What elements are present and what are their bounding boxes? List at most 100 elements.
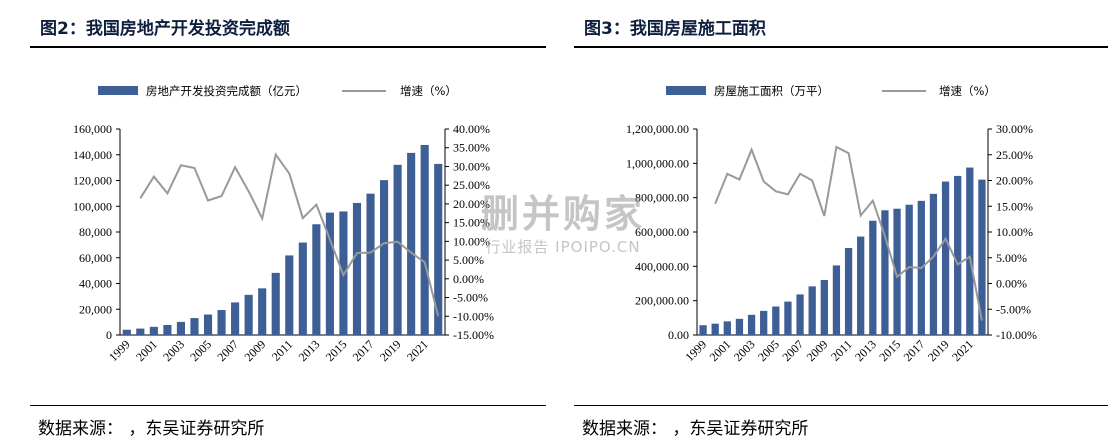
x-tick-label: 2011 <box>828 337 855 364</box>
y-left-tick-label: 100,000 <box>73 199 112 213</box>
panel-title: 图2：我国房地产开发投资完成额 <box>40 19 290 39</box>
y-left-tick-label: 120,000 <box>73 174 112 188</box>
x-tick-label: 2017 <box>350 337 377 364</box>
legend-line-label: 增速（%） <box>939 84 996 98</box>
x-tick-label: 2007 <box>214 337 241 364</box>
y-left-tick-label: 0 <box>106 328 112 342</box>
y-right-tick-label: -5.00% <box>996 302 1031 316</box>
source-note: 数据来源： ，东吴证券研究所 <box>38 419 265 439</box>
x-tick-label: 2005 <box>755 337 782 364</box>
bar-2002 <box>735 318 744 335</box>
bar-2003 <box>176 321 185 335</box>
bar-2021 <box>966 167 974 335</box>
bar-2017 <box>366 193 375 335</box>
legend-bar-label: 房地产开发投资完成额（亿元） <box>146 84 307 98</box>
x-tick-label: 2013 <box>852 337 879 364</box>
bar-2004 <box>760 310 768 335</box>
y-left-tick-label: 400,000.00 <box>635 259 689 273</box>
bar-2001 <box>149 326 158 335</box>
growth-line <box>139 152 440 317</box>
bar-2012 <box>298 242 307 335</box>
y-left-tick-label: 1,000,000.00 <box>626 156 689 170</box>
x-tick-label: 2007 <box>779 337 806 364</box>
bar-2004 <box>190 318 199 335</box>
bar-2000 <box>711 323 719 335</box>
bar-1999 <box>122 329 131 335</box>
y-right-tick-label: -15.00% <box>453 328 494 342</box>
bar-2019 <box>941 181 950 335</box>
bar-2010 <box>832 265 841 335</box>
title-rule <box>574 46 1108 48</box>
y-right-tick-label: 5.00% <box>453 253 484 267</box>
bar-2018 <box>929 193 938 335</box>
bar-2000 <box>136 328 145 335</box>
bar-2008 <box>808 286 816 335</box>
legend-line-label: 增速（%） <box>400 84 457 98</box>
x-tick-label: 2019 <box>925 337 952 364</box>
x-tick-label: 2009 <box>241 337 268 364</box>
bar-2021 <box>420 144 429 335</box>
x-tick-label: 2001 <box>707 337 734 364</box>
x-tick-label: 2021 <box>949 337 976 364</box>
bar-2005 <box>203 314 213 335</box>
investment-chart: 0 20,000 40,000 60,000 80,000 100,000 120,000 1… <box>73 84 494 364</box>
bar-2003 <box>747 314 756 335</box>
panel-title: 图3：我国房屋施工面积 <box>584 19 766 39</box>
bar-2007 <box>231 302 240 335</box>
watermark-line2: 行业报告 IPOIPO.CN <box>485 238 641 256</box>
y-left-tick-label: 40,000 <box>79 277 112 291</box>
bar-2013 <box>869 220 877 335</box>
y-right-tick-label: 10.00% <box>996 225 1033 239</box>
y-right-tick-label: -10.00% <box>453 309 494 323</box>
source-rule <box>574 405 1108 406</box>
bar-2011 <box>844 248 853 335</box>
y-left-tick-label: 80,000 <box>79 225 112 239</box>
growth-line <box>714 145 983 321</box>
y-right-tick-label: 30.00% <box>453 159 490 173</box>
y-left-tick-label: 160,000 <box>73 122 112 136</box>
y-left-tick-label: 1,200,000.00 <box>626 122 689 136</box>
bar-2015 <box>893 208 901 335</box>
x-tick-label: 2011 <box>269 337 296 364</box>
bar-2020 <box>954 175 962 335</box>
bar-2014 <box>325 212 334 335</box>
y-right-tick-label: 10.00% <box>453 234 490 248</box>
y-right-tick-label: 20.00% <box>996 174 1033 188</box>
x-tick-label: 2005 <box>187 337 214 364</box>
y-left-tick-label: 20,000 <box>79 302 112 316</box>
bar-2022 <box>978 179 986 335</box>
bar-2008 <box>244 294 253 335</box>
y-right-tick-label: 15.00% <box>453 216 490 230</box>
bar-2020 <box>407 152 416 335</box>
bar-2018 <box>380 180 389 335</box>
watermark-line1: 删并购家 <box>480 192 645 236</box>
bar-2019 <box>393 164 402 335</box>
bar-1999 <box>699 325 707 335</box>
bar-2009 <box>258 288 267 335</box>
legend-bar-swatch <box>98 86 138 95</box>
x-tick-label: 2019 <box>377 337 404 364</box>
bar-2001 <box>723 321 731 335</box>
chart-panel-investment: 图2：我国房地产开发投资完成额 0 20,000 40,000 60,000 80,00… <box>30 19 546 439</box>
y-right-tick-label: 35.00% <box>453 141 490 155</box>
bar-2022 <box>434 163 443 335</box>
bar-2012 <box>857 236 865 335</box>
bar-2006 <box>784 301 792 335</box>
source-note: 数据来源： ，东吴证券研究所 <box>582 419 809 439</box>
legend-bar-label: 房屋施工面积（万平） <box>714 84 829 98</box>
y-right-tick-label: 20.00% <box>453 197 490 211</box>
y-left-tick-label: 200,000.00 <box>635 294 689 308</box>
y-right-tick-label: -10.00% <box>996 328 1037 342</box>
y-right-tick-label: -5.00% <box>453 291 488 305</box>
y-right-tick-label: 25.00% <box>453 178 490 192</box>
title-rule <box>30 46 546 48</box>
bar-2005 <box>772 306 780 335</box>
x-tick-label: 2001 <box>133 337 160 364</box>
bar-2011 <box>285 255 294 335</box>
x-tick-label: 2015 <box>323 337 350 364</box>
floor-area-chart: 0.00 200,000.00 400,000.00 600,000.00 800,00… <box>626 84 1037 364</box>
source-rule <box>30 405 546 406</box>
x-tick-label: 2003 <box>731 337 758 364</box>
y-left-tick-label: 60,000 <box>79 251 112 265</box>
bar-2016 <box>905 204 913 335</box>
